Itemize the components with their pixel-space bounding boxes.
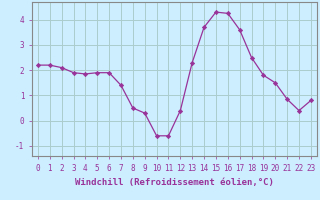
X-axis label: Windchill (Refroidissement éolien,°C): Windchill (Refroidissement éolien,°C)	[75, 178, 274, 187]
